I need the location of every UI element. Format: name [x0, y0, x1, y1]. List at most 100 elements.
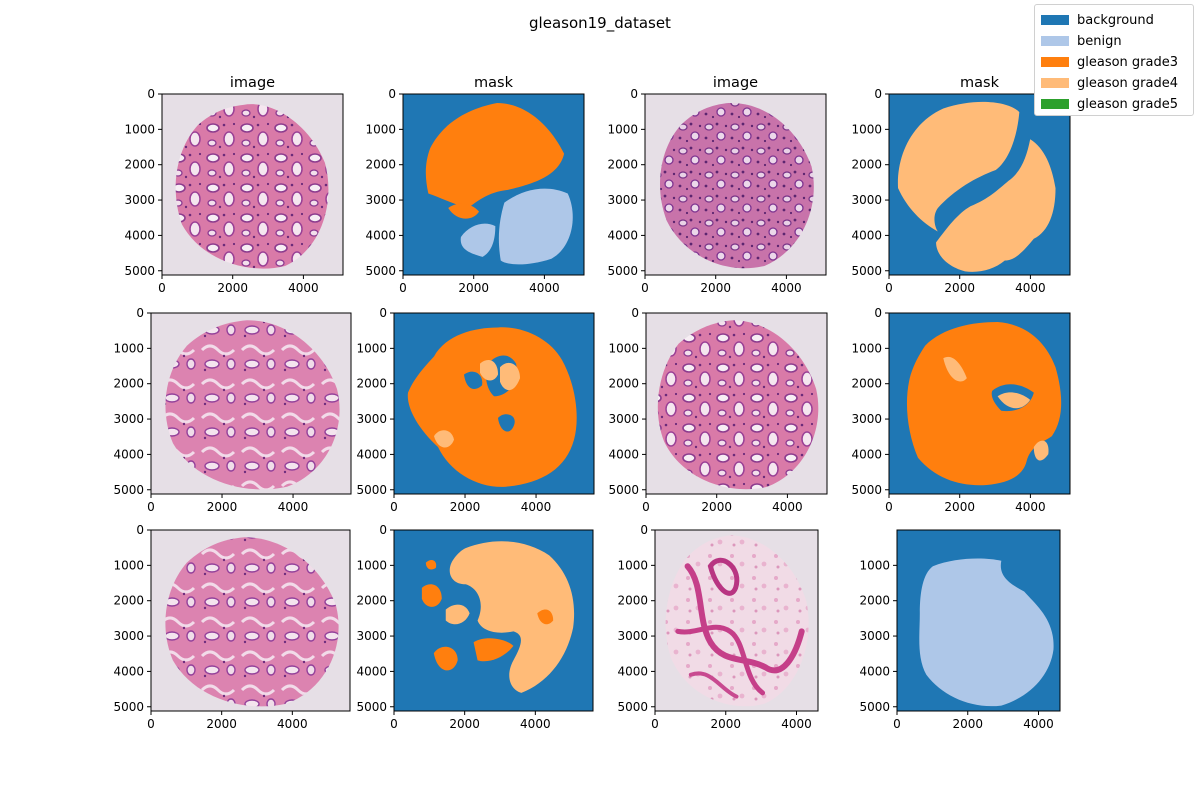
- x-tick-label: 2000: [952, 717, 983, 731]
- mask-region: [421, 584, 442, 607]
- x-tick-label: 4000: [520, 717, 551, 731]
- y-tick-label: 3000: [113, 629, 144, 643]
- x-tick-label: 4000: [521, 500, 552, 514]
- y-tick-label: 3000: [851, 193, 882, 207]
- mask-region: [500, 362, 520, 391]
- x-tick-label: 2000: [450, 500, 481, 514]
- mask-region: [448, 203, 480, 219]
- tissue-core: [165, 537, 339, 707]
- x-tick-label: 4000: [781, 717, 812, 731]
- axes-frame: [896, 529, 1061, 712]
- y-tick-label: 1000: [356, 558, 387, 572]
- mask-region: [498, 414, 515, 432]
- panel-mask: mask 0 2000 4000 0 1000 2000 3000 4000 5000: [365, 75, 585, 295]
- y-tick-label: 1000: [859, 558, 890, 572]
- y-tick-label: 2000: [113, 377, 144, 391]
- legend: background benign gleason grade3 gleason…: [1034, 4, 1194, 116]
- mask-region: [433, 646, 458, 671]
- x-tick-label: 0: [642, 500, 650, 514]
- mask-region: [473, 638, 514, 662]
- legend-entry-benign: benign: [1041, 32, 1122, 50]
- mask-region: [449, 541, 575, 693]
- mask-region: [498, 188, 573, 265]
- y-tick-label: 0: [136, 306, 144, 320]
- x-tick-label: 4000: [772, 500, 803, 514]
- y-tick-label: 0: [640, 523, 648, 537]
- y-tick-label: 4000: [356, 447, 387, 461]
- tissue-core: [165, 320, 340, 490]
- y-tick-label: 4000: [859, 664, 890, 678]
- tissue-core: [707, 557, 740, 596]
- y-tick-label: 1000: [851, 341, 882, 355]
- x-tick-label: 0: [390, 717, 398, 731]
- y-tick-label: 0: [379, 523, 387, 537]
- axes-frame: [150, 312, 352, 495]
- tissue-core: [665, 535, 809, 707]
- legend-swatch: [1041, 57, 1069, 67]
- legend-entry-gleason-grade4: gleason grade4: [1041, 74, 1178, 92]
- mask-region: [425, 559, 437, 570]
- axes-frame: [161, 93, 344, 276]
- axes-frame: [888, 93, 1071, 276]
- legend-label: gleason grade3: [1077, 54, 1179, 70]
- y-tick-label: 1000: [365, 122, 396, 136]
- y-tick-label: 3000: [607, 193, 638, 207]
- y-tick-label: 1000: [113, 558, 144, 572]
- tissue-core: [659, 102, 814, 269]
- axes-frame: [393, 529, 594, 712]
- x-tick-label: 4000: [277, 717, 308, 731]
- panel-title: mask: [474, 75, 514, 91]
- y-tick-label: 3000: [356, 412, 387, 426]
- y-tick-label: 4000: [608, 447, 639, 461]
- y-tick-label: 2000: [113, 594, 144, 608]
- y-tick-label: 5000: [607, 264, 638, 278]
- panel-title: image: [713, 75, 758, 91]
- x-tick-label: 0: [147, 500, 155, 514]
- x-tick-label: 0: [399, 281, 407, 295]
- panel-image: 0 2000 4000 0 1000 2000 3000 4000 5000: [608, 306, 828, 514]
- y-tick-label: 4000: [607, 228, 638, 242]
- mask-region: [425, 103, 565, 209]
- tissue-core: [675, 624, 766, 696]
- y-tick-label: 0: [147, 87, 155, 101]
- mask-region: [464, 371, 483, 390]
- panel-image: 0 2000 4000 0 1000 2000 3000 4000 5000: [113, 523, 351, 731]
- y-tick-label: 5000: [356, 483, 387, 497]
- y-tick-label: 0: [631, 306, 639, 320]
- y-tick-label: 5000: [617, 700, 648, 714]
- y-tick-label: 2000: [607, 158, 638, 172]
- legend-swatch: [1041, 36, 1069, 46]
- panel-title: mask: [960, 75, 1000, 91]
- y-tick-label: 3000: [124, 193, 155, 207]
- x-tick-label: 0: [885, 500, 893, 514]
- y-tick-label: 1000: [113, 341, 144, 355]
- y-tick-label: 2000: [608, 377, 639, 391]
- y-tick-label: 4000: [113, 447, 144, 461]
- legend-entry-gleason-grade5: gleason grade5: [1041, 95, 1178, 113]
- panel-mask: mask 0 2000 4000 0 1000 2000 3000 4000 5000: [851, 75, 1071, 295]
- x-tick-label: 0: [158, 281, 166, 295]
- x-tick-label: 0: [147, 717, 155, 731]
- x-tick-label: 0: [885, 281, 893, 295]
- panel-image: 0 2000 4000 0 1000 2000 3000 4000 5000: [113, 306, 352, 514]
- panel-mask: 0 2000 4000 0 1000 2000 3000 4000 5000: [356, 306, 595, 514]
- legend-entry-gleason-grade3: gleason grade3: [1041, 53, 1178, 71]
- figure-title: gleason19_dataset: [529, 14, 671, 33]
- legend-swatch: [1041, 15, 1069, 25]
- panel-mask: 0 2000 4000 1000 2000 3000 4000 5000: [859, 529, 1061, 731]
- y-tick-label: 0: [630, 87, 638, 101]
- y-tick-label: 0: [874, 87, 882, 101]
- tissue-core: [175, 104, 329, 269]
- y-tick-label: 3000: [365, 193, 396, 207]
- y-tick-label: 1000: [608, 341, 639, 355]
- y-tick-label: 0: [136, 523, 144, 537]
- panel-title: image: [230, 75, 275, 91]
- y-tick-label: 5000: [365, 264, 396, 278]
- x-tick-label: 4000: [1015, 281, 1046, 295]
- y-tick-label: 4000: [851, 447, 882, 461]
- y-tick-label: 3000: [859, 629, 890, 643]
- mask-region: [445, 604, 470, 625]
- x-tick-label: 2000: [701, 500, 732, 514]
- x-tick-label: 4000: [1015, 500, 1046, 514]
